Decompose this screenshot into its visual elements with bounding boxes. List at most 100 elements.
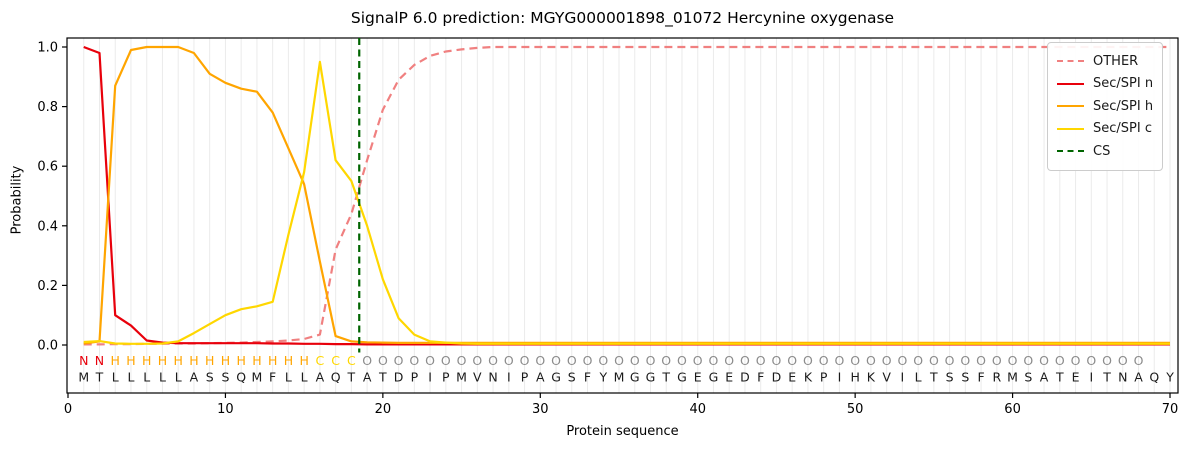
x-tick-label: 40 [689, 402, 706, 417]
region-label: C [347, 353, 356, 368]
region-label: H [205, 353, 214, 368]
region-label: O [598, 353, 608, 368]
residue-letter: G [630, 370, 640, 385]
region-label: O [850, 353, 860, 368]
residue-letter: G [709, 370, 719, 385]
region-label: O [756, 353, 766, 368]
y-tick-label: 0.4 [37, 219, 58, 234]
region-label: N [95, 353, 104, 368]
residue-letter: T [1102, 370, 1111, 385]
region-label: O [1118, 353, 1128, 368]
region-label: O [1039, 353, 1049, 368]
region-label: H [142, 353, 151, 368]
residue-letter: L [175, 370, 182, 385]
y-tick-label: 1.0 [37, 41, 58, 56]
x-tick-label: 60 [1004, 402, 1021, 417]
residue-letter: M [252, 370, 263, 385]
legend-line-swatch [1057, 60, 1084, 63]
residue-letter: E [725, 370, 733, 385]
region-label: O [945, 353, 955, 368]
x-tick-label: 0 [64, 402, 72, 417]
residue-letter: Q [236, 370, 246, 385]
residue-letter: T [929, 370, 938, 385]
region-label: O [819, 353, 829, 368]
series-sec-spi-c [83, 60, 1170, 345]
residue-letter: V [882, 370, 891, 385]
region-label: O [740, 353, 750, 368]
region-label: O [897, 353, 907, 368]
region-label: O [677, 353, 687, 368]
region-label: O [992, 353, 1002, 368]
legend-entry-label: OTHER [1093, 53, 1139, 69]
region-label: O [1023, 353, 1033, 368]
residue-letter: F [757, 370, 764, 385]
series-other [83, 45, 1170, 346]
residue-letter: A [190, 370, 199, 385]
x-tick-label: 70 [1162, 402, 1179, 417]
residue-letter: L [143, 370, 150, 385]
residue-letter: F [584, 370, 591, 385]
region-label: N [79, 353, 88, 368]
residue-letter: I [901, 370, 905, 385]
residue-letter: Q [331, 370, 341, 385]
y-tick-label: 0.6 [37, 160, 58, 175]
legend-line-swatch [1057, 105, 1084, 108]
legend-entry-label: Sec/SPI c [1093, 121, 1152, 137]
x-axis-label: Protein sequence [566, 424, 679, 439]
residue-letter: I [428, 370, 432, 385]
region-label: O [772, 353, 782, 368]
residue-letter: T [347, 370, 356, 385]
residue-letter: E [788, 370, 796, 385]
residue-letter: A [1134, 370, 1143, 385]
residue-letter: L [159, 370, 166, 385]
y-tick-label: 0.2 [37, 279, 58, 294]
region-label: H [221, 353, 230, 368]
residue-letter: T [661, 370, 670, 385]
region-label: O [551, 353, 561, 368]
residue-letter: S [1024, 370, 1032, 385]
region-label: H [126, 353, 135, 368]
residue-letter: V [473, 370, 482, 385]
region-label: O [630, 353, 640, 368]
residue-letter: N [1118, 370, 1127, 385]
region-label: O [724, 353, 734, 368]
x-tick-label: 20 [375, 402, 392, 417]
region-label: O [583, 353, 593, 368]
residue-letter: F [977, 370, 984, 385]
legend-entry-cs: CS [1057, 140, 1153, 163]
residue-letter: S [946, 370, 954, 385]
region-label: O [661, 353, 671, 368]
residue-letter: Q [1149, 370, 1159, 385]
residue-letter: L [915, 370, 922, 385]
region-label: O [1055, 353, 1065, 368]
region-label: C [316, 353, 325, 368]
y-axis-label: Probability [9, 165, 25, 235]
residue-letter: Y [598, 370, 607, 385]
region-label: O [787, 353, 797, 368]
region-label: O [567, 353, 577, 368]
residue-letter: M [78, 370, 89, 385]
region-label: H [173, 353, 182, 368]
region-label: O [378, 353, 388, 368]
residue-letter: I [1089, 370, 1093, 385]
region-label: O [457, 353, 467, 368]
region-label: O [803, 353, 813, 368]
region-label: H [189, 353, 198, 368]
residue-letter: P [411, 370, 419, 385]
region-label: O [409, 353, 419, 368]
region-label: O [362, 353, 372, 368]
residue-letter: I [838, 370, 842, 385]
residue-letter: L [112, 370, 119, 385]
residue-letter: E [694, 370, 702, 385]
region-label: O [1008, 353, 1018, 368]
region-label: O [520, 353, 530, 368]
region-label: O [882, 353, 892, 368]
residue-letter: S [206, 370, 214, 385]
residue-letter: P [820, 370, 828, 385]
y-tick-label: 0.0 [37, 339, 58, 354]
region-label: O [913, 353, 923, 368]
legend-entry-label: Sec/SPI n [1093, 76, 1154, 92]
residue-letter: H [850, 370, 859, 385]
